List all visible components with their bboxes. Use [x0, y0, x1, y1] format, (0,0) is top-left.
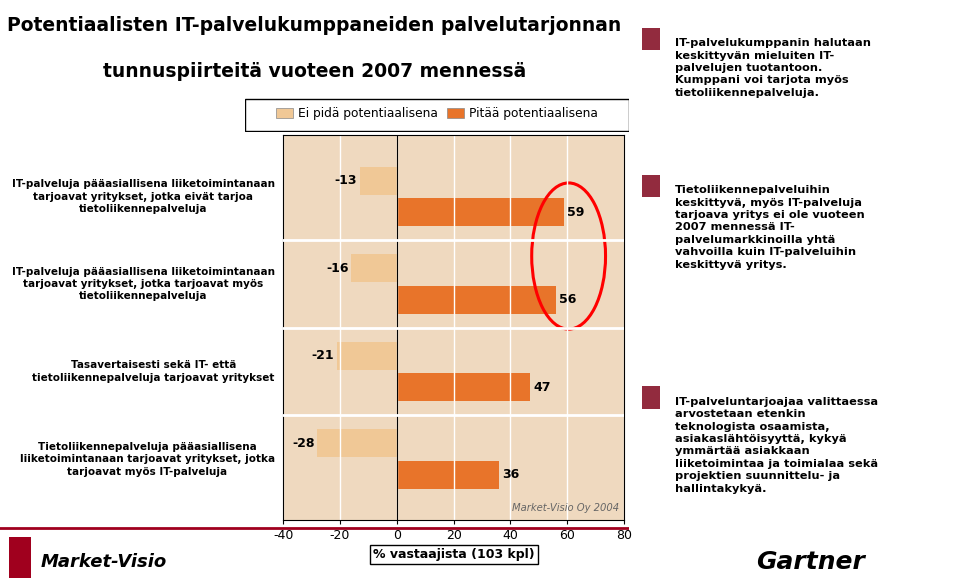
Bar — [396, 198, 564, 226]
Bar — [360, 167, 396, 195]
Bar — [396, 461, 499, 489]
Text: 47: 47 — [533, 381, 551, 394]
Text: Gartner: Gartner — [756, 550, 865, 573]
Bar — [10, 537, 32, 578]
Bar — [317, 429, 396, 457]
Text: Tasavertaisesti sekä IT- että
tietoliikennepalveluja tarjoavat yritykset: Tasavertaisesti sekä IT- että tietoliike… — [33, 360, 275, 383]
Text: -28: -28 — [292, 437, 315, 450]
Bar — [396, 286, 556, 314]
Text: 36: 36 — [502, 469, 519, 482]
Text: IT-palvelukumppanin halutaan
keskittyvän mieluiten IT-
palvelujen tuotantoon.
Ku: IT-palvelukumppanin halutaan keskittyvän… — [675, 38, 871, 98]
X-axis label: % vastaajista (103 kpl): % vastaajista (103 kpl) — [372, 548, 535, 561]
Bar — [337, 342, 396, 370]
Text: -13: -13 — [334, 174, 357, 187]
Bar — [351, 254, 396, 282]
Text: IT-palveluntarjoajaa valittaessa
arvostetaan etenkin
teknologista osaamista,
asi: IT-palveluntarjoajaa valittaessa arvoste… — [675, 397, 878, 494]
Text: Market-Visio Oy 2004: Market-Visio Oy 2004 — [512, 503, 619, 513]
Legend: Ei pidä potentiaalisena, Pitää potentiaalisena: Ei pidä potentiaalisena, Pitää potentiaa… — [271, 102, 603, 125]
Bar — [396, 373, 530, 402]
Text: 56: 56 — [559, 293, 576, 306]
Text: -16: -16 — [326, 262, 348, 275]
Text: Market-Visio: Market-Visio — [41, 553, 167, 572]
FancyBboxPatch shape — [245, 99, 629, 131]
Text: tunnuspiirteitä vuoteen 2007 mennessä: tunnuspiirteitä vuoteen 2007 mennessä — [103, 62, 526, 81]
Text: IT-palveluja pääasiallisena liiketoimintanaan
tarjoavat yritykset, jotka eivät t: IT-palveluja pääasiallisena liiketoimint… — [12, 179, 275, 214]
Text: 59: 59 — [567, 206, 585, 219]
Text: Tietoliikennepalveluihin
keskittyvä, myös IT-palveluja
tarjoava yritys ei ole vu: Tietoliikennepalveluihin keskittyvä, myö… — [675, 185, 865, 270]
Text: -21: -21 — [312, 349, 334, 362]
Bar — [642, 28, 660, 50]
Text: Tietoliikennepalveluja pääasiallisena
liiketoimintanaan tarjoavat yritykset, jot: Tietoliikennepalveluja pääasiallisena li… — [19, 442, 275, 476]
Text: IT-palveluja pääasiallisena liiketoimintanaan
tarjoavat yritykset, jotka tarjoav: IT-palveluja pääasiallisena liiketoimint… — [12, 266, 275, 302]
Bar — [642, 175, 660, 197]
Text: Potentiaalisten IT-palvelukumppaneiden palvelutarjonnan: Potentiaalisten IT-palvelukumppaneiden p… — [8, 16, 621, 35]
Bar — [642, 386, 660, 409]
